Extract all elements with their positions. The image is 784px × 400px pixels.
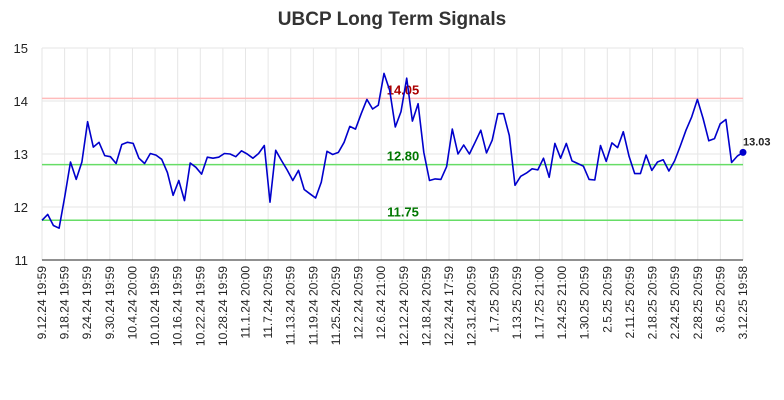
- level-label: 14.05: [387, 82, 420, 97]
- x-tick-label: 1.24.25 21:00: [555, 266, 569, 340]
- x-tick-label: 10.22.24 19:59: [193, 266, 207, 346]
- x-tick-label: 2.28.25 20:59: [691, 266, 705, 340]
- x-tick-label: 9.12.24 19:59: [35, 266, 49, 340]
- x-axis-ticks: 9.12.24 19:59 9.18.24 19:59 9.24.24 19:59 9…: [35, 266, 750, 346]
- x-tick-label: 2.5.25 20:59: [600, 266, 614, 333]
- x-tick-label: 12.18.24 20:59: [419, 266, 433, 346]
- x-tick-label: 12.2.24 20:59: [352, 266, 366, 340]
- x-tick-label: 3.6.25 20:59: [713, 266, 727, 333]
- x-tick-label: 12.12.24 20:59: [397, 266, 411, 346]
- x-tick-label: 9.18.24 19:59: [58, 266, 72, 340]
- x-tick-label: 1.17.25 21:00: [532, 266, 546, 340]
- x-tick-label: 10.4.24 20:00: [125, 266, 139, 340]
- x-tick-label: 9.30.24 19:59: [103, 266, 117, 340]
- chart-title: UBCP Long Term Signals: [278, 9, 506, 30]
- x-tick-label: 10.16.24 19:59: [171, 266, 185, 346]
- x-tick-label: 9.24.24 19:59: [80, 266, 94, 340]
- series-line: [41, 72, 744, 229]
- x-tick-label: 2.11.25 20:59: [623, 266, 637, 339]
- last-point-marks: 13.03: [739, 136, 771, 156]
- x-tick-label: 11.13.24 20:59: [284, 266, 298, 346]
- last-point-marker: [739, 148, 747, 156]
- x-tick-label: 12.6.24 21:00: [374, 266, 388, 340]
- x-tick-label: 10.28.24 19:59: [216, 266, 230, 346]
- x-tick-label: 1.30.25 20:59: [578, 266, 592, 340]
- level-label: 11.75: [387, 204, 419, 219]
- x-tick-label: 3.12.25 19:58: [736, 266, 750, 340]
- x-tick-label: 11.1.24 20:00: [239, 266, 253, 339]
- x-tick-label: 2.18.25 20:59: [646, 266, 660, 340]
- level-label: 12.80: [387, 149, 420, 164]
- price-series: [41, 72, 744, 229]
- y-tick-label: 13: [14, 147, 28, 162]
- x-tick-label: 11.7.24 20:59: [261, 266, 275, 339]
- y-tick-label: 14: [14, 94, 28, 109]
- x-tick-label: 12.31.24 20:59: [465, 266, 479, 346]
- x-tick-label: 2.24.25 20:59: [668, 266, 682, 340]
- y-tick-label: 12: [14, 200, 28, 215]
- y-axis-ticks: 11 12 13 14 15: [14, 41, 28, 268]
- x-tick-label: 10.10.24 19:59: [148, 266, 162, 346]
- last-value-label: 13.03: [743, 136, 771, 148]
- y-tick-label: 11: [15, 253, 29, 268]
- x-tick-label: 1.7.25 20:59: [487, 266, 501, 333]
- x-tick-label: 11.19.24 20:59: [306, 266, 320, 346]
- x-tick-label: 1.13.25 20:59: [510, 266, 524, 340]
- x-tick-label: 11.25.24 20:59: [329, 266, 343, 346]
- x-tick-label: 12.24.24 17:59: [442, 266, 456, 346]
- y-tick-label: 15: [14, 41, 28, 56]
- signal-levels: 14.05 12.80 11.75: [42, 82, 743, 221]
